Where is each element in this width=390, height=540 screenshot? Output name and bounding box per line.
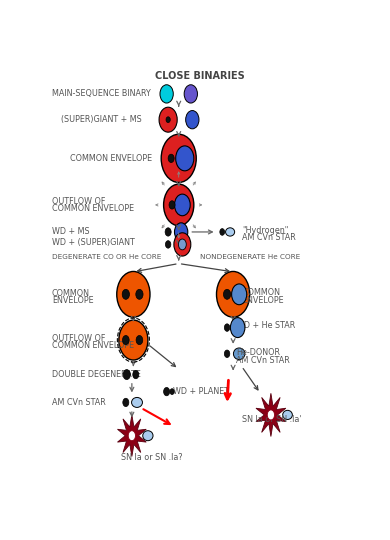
Text: DEGENERATE CO OR He CORE: DEGENERATE CO OR He CORE	[52, 254, 161, 260]
Text: COMMON ENVELOPE: COMMON ENVELOPE	[52, 341, 134, 350]
Circle shape	[136, 335, 143, 345]
Circle shape	[174, 233, 191, 256]
Ellipse shape	[225, 228, 235, 236]
Circle shape	[168, 154, 174, 163]
Circle shape	[174, 194, 190, 216]
Circle shape	[174, 223, 188, 241]
Circle shape	[160, 85, 173, 103]
Text: AM CVn STAR: AM CVn STAR	[242, 233, 296, 242]
Circle shape	[220, 228, 225, 235]
Ellipse shape	[143, 431, 153, 441]
Circle shape	[186, 111, 199, 129]
Text: WD + PLANET: WD + PLANET	[173, 387, 229, 396]
Polygon shape	[117, 415, 146, 456]
Circle shape	[119, 320, 148, 360]
Text: SN Ia or SN .Ia?: SN Ia or SN .Ia?	[121, 453, 183, 462]
Text: NONDEGENERATE He CORE: NONDEGENERATE He CORE	[200, 254, 300, 260]
Circle shape	[122, 335, 129, 345]
Text: He-DONOR: He-DONOR	[236, 348, 280, 357]
Circle shape	[123, 369, 130, 380]
Text: COMMON: COMMON	[242, 288, 280, 297]
Text: OUTFLOW OF: OUTFLOW OF	[52, 334, 105, 343]
Text: "Hydrogen": "Hydrogen"	[242, 226, 289, 235]
Text: (SUPER)GIANT + MS: (SUPER)GIANT + MS	[61, 115, 142, 124]
Circle shape	[122, 289, 129, 299]
Text: AM CVn STAR: AM CVn STAR	[52, 398, 106, 407]
Circle shape	[133, 370, 139, 379]
Circle shape	[224, 350, 230, 357]
Ellipse shape	[283, 410, 292, 420]
Circle shape	[164, 184, 194, 226]
Circle shape	[165, 228, 171, 236]
Circle shape	[165, 241, 171, 248]
Text: CLOSE BINARIES: CLOSE BINARIES	[155, 71, 245, 82]
Text: DOUBLE DEGENERATE: DOUBLE DEGENERATE	[52, 370, 141, 379]
Circle shape	[232, 284, 247, 305]
Ellipse shape	[234, 348, 245, 360]
Circle shape	[224, 324, 230, 332]
Text: WD + (SUPER)GIANT: WD + (SUPER)GIANT	[52, 238, 135, 247]
Circle shape	[164, 388, 170, 396]
Circle shape	[123, 399, 129, 407]
Polygon shape	[256, 393, 286, 436]
Circle shape	[166, 117, 170, 123]
Text: COMMON ENVELOPE: COMMON ENVELOPE	[52, 204, 134, 213]
Text: AM CVn STAR: AM CVn STAR	[236, 355, 290, 364]
Text: MAIN-SEQUENCE BINARY: MAIN-SEQUENCE BINARY	[52, 90, 151, 98]
Text: COMMON: COMMON	[52, 289, 90, 298]
Text: COMMON ENVELOPE: COMMON ENVELOPE	[70, 154, 152, 163]
Circle shape	[178, 239, 186, 250]
Text: WD + MS: WD + MS	[52, 227, 89, 237]
Ellipse shape	[131, 397, 142, 407]
Circle shape	[117, 272, 150, 317]
Circle shape	[161, 134, 196, 183]
Circle shape	[170, 389, 174, 395]
Text: ENVELOPE: ENVELOPE	[242, 295, 284, 305]
Circle shape	[216, 272, 250, 317]
Circle shape	[223, 289, 231, 299]
Circle shape	[176, 146, 194, 171]
Circle shape	[267, 410, 275, 420]
Circle shape	[128, 431, 135, 441]
Text: WD + He STAR: WD + He STAR	[236, 321, 295, 329]
Circle shape	[136, 289, 143, 299]
Text: ENVELOPE: ENVELOPE	[52, 296, 93, 306]
Text: SN Ia or SN .Ia': SN Ia or SN .Ia'	[242, 415, 302, 423]
Circle shape	[159, 107, 177, 132]
Circle shape	[169, 201, 175, 209]
Circle shape	[184, 85, 197, 103]
Circle shape	[230, 318, 245, 338]
Text: OUTFLOW OF: OUTFLOW OF	[52, 197, 105, 206]
